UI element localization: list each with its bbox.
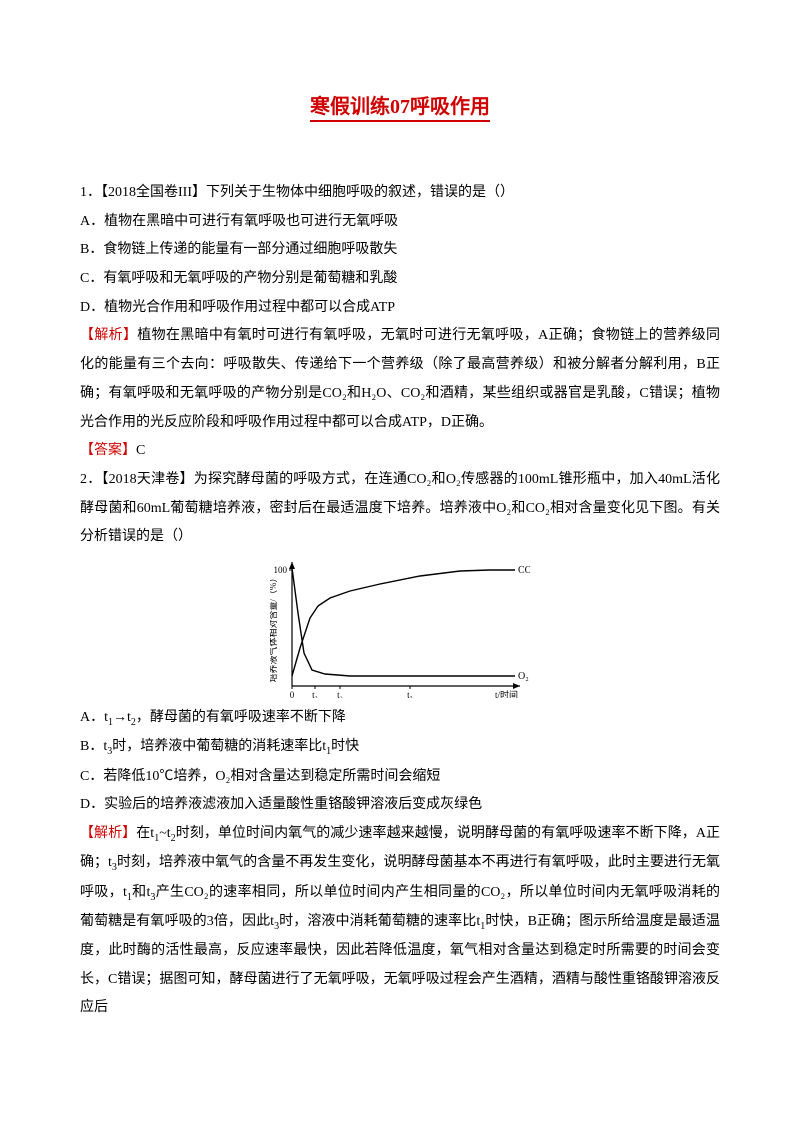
doc-title-wrap: 寒假训练07呼吸作用 bbox=[80, 90, 720, 119]
text: 在t bbox=[136, 826, 154, 841]
q2-analysis: 【解析】在t1~t2时刻，单位时间内氧气的减少速率越来越慢，说明酵母菌的有氧呼吸… bbox=[80, 820, 720, 1023]
answer-text: C bbox=[136, 443, 145, 458]
text: 时快 bbox=[331, 739, 359, 754]
q2-option-b: B．t3时，培养液中葡萄糖的消耗速率比t1时快 bbox=[80, 733, 720, 762]
svg-text:CO₂: CO₂ bbox=[518, 565, 530, 576]
svg-text:100: 100 bbox=[274, 565, 288, 575]
svg-text:t/时间: t/时间 bbox=[495, 689, 518, 698]
q1-analysis: 【解析】植物在黑暗中有氧时可进行有氧呼吸，无氧时可进行无氧呼吸，A正确；食物链上… bbox=[80, 322, 720, 437]
analysis-label: 【解析】 bbox=[80, 328, 137, 343]
q1-stem: 1．【2018全国卷III】下列关于生物体中细胞呼吸的叙述，错误的是（） bbox=[80, 179, 720, 208]
svg-text:t₁: t₁ bbox=[312, 690, 318, 698]
doc-title: 寒假训练07呼吸作用 bbox=[310, 96, 490, 122]
q2-option-c: C．若降低10℃培养，O₂相对含量达到稳定所需时间会缩短 bbox=[80, 763, 720, 792]
svg-text:0: 0 bbox=[290, 690, 295, 698]
q1-option-a: A．植物在黑暗中可进行有氧呼吸也可进行无氧呼吸 bbox=[80, 208, 720, 237]
text: B．t bbox=[80, 739, 107, 754]
q2-option-d: D．实验后的培养液滤液加入适量酸性重铬酸钾溶液后变成灰绿色 bbox=[80, 791, 720, 820]
document-page: 寒假训练07呼吸作用 1．【2018全国卷III】下列关于生物体中细胞呼吸的叙述… bbox=[0, 0, 800, 1132]
answer-label: 【答案】 bbox=[80, 443, 136, 458]
text: 时快，B正确；图示所给温度是最适温度，此时酶的活性最高，反应速率最快，因此若降低… bbox=[80, 914, 720, 1016]
text: 和t bbox=[132, 885, 151, 900]
text: →t bbox=[113, 710, 131, 725]
q1-option-d: D．植物光合作用和呼吸作用过程中都可以合成ATP bbox=[80, 294, 720, 323]
q1-option-b: B．食物链上传递的能量有一部分通过细胞呼吸散失 bbox=[80, 236, 720, 265]
text: ~t bbox=[159, 826, 170, 841]
svg-text:t₃: t₃ bbox=[407, 690, 413, 698]
q2-option-a: A．t1→t2，酵母菌的有氧呼吸速率不断下降 bbox=[80, 704, 720, 733]
chart-container: 100培养液气体相对含量/（%） 0 t₁ t₂ t₃ t/时间 CO₂ O₂ bbox=[80, 558, 720, 698]
svg-text:t₂: t₂ bbox=[337, 690, 343, 698]
text: 时，溶液中消耗葡萄糖的速率比t bbox=[279, 914, 480, 929]
q1-answer: 【答案】C bbox=[80, 437, 720, 466]
svg-text:O₂: O₂ bbox=[518, 671, 529, 682]
text: ，酵母菌的有氧呼吸速率不断下降 bbox=[136, 710, 346, 725]
gas-content-chart: 100培养液气体相对含量/（%） 0 t₁ t₂ t₃ t/时间 CO₂ O₂ bbox=[270, 558, 530, 698]
text: 时，培养液中葡萄糖的消耗速率比t bbox=[112, 739, 326, 754]
analysis-label: 【解析】 bbox=[80, 826, 136, 841]
svg-text:培养液气体相对含量/（%）: 培养液气体相对含量/（%） bbox=[270, 573, 278, 682]
text: A．t bbox=[80, 710, 108, 725]
q1-option-c: C．有氧呼吸和无氧呼吸的产物分别是葡萄糖和乳酸 bbox=[80, 265, 720, 294]
analysis-text: 植物在黑暗中有氧时可进行有氧呼吸，无氧时可进行无氧呼吸，A正确；食物链上的营养级… bbox=[80, 328, 720, 429]
q2-stem: 2．【2018天津卷】为探究酵母菌的呼吸方式，在连通CO₂和O₂传感器的100m… bbox=[80, 466, 720, 552]
